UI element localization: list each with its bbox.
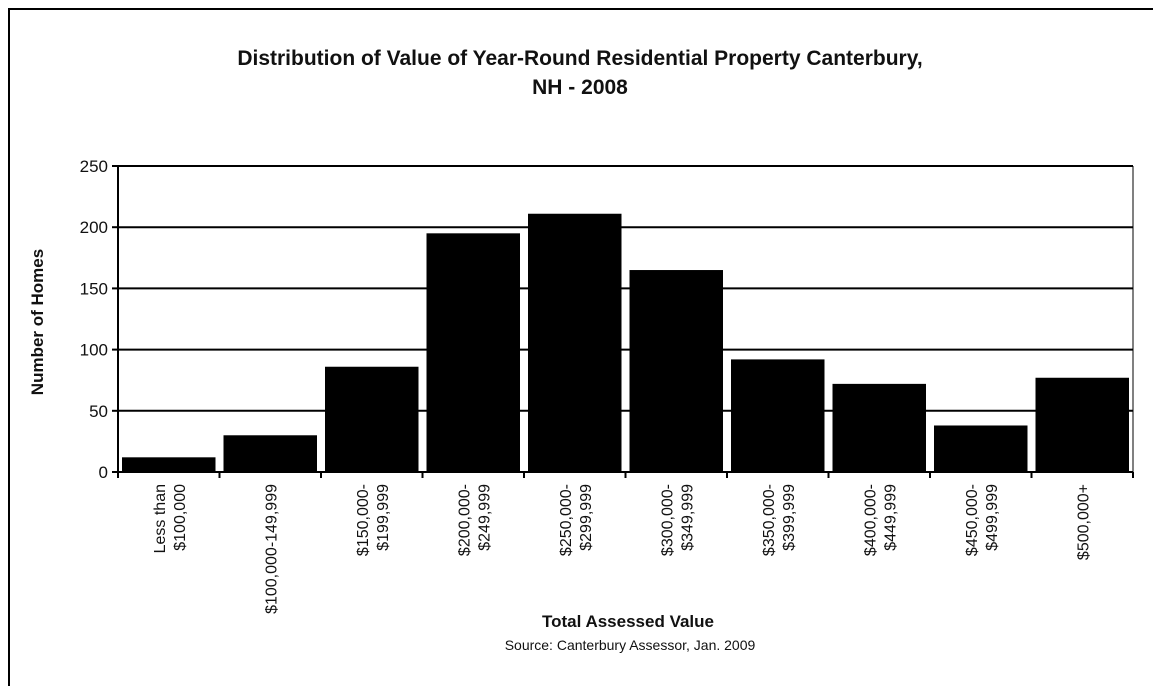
y-axis-label: Number of Homes	[28, 249, 47, 395]
x-tick-label: $250,000- $299,999	[558, 484, 595, 556]
bar	[325, 366, 419, 472]
x-tick-label-line: $250,000-	[558, 484, 575, 556]
x-tick-label-line: $199,999	[375, 484, 392, 551]
chart-frame	[8, 8, 1153, 686]
x-tick-label: $500,000+	[1075, 484, 1092, 560]
x-tick-label-line: Less than	[152, 484, 169, 553]
y-tick-label: 50	[89, 402, 108, 421]
x-tick-labels: Less than $100,000 $100,000-149,999 $150,00…	[152, 484, 1093, 614]
x-tick-label: $450,000- $499,999	[964, 484, 1001, 556]
bar	[426, 233, 520, 472]
y-tick-label: 150	[80, 279, 108, 298]
x-axis-label: Total Assessed Value	[542, 612, 714, 631]
chart-title: Distribution of Value of Year-Round Resi…	[60, 44, 1100, 102]
x-tick-label-line: $399,999	[781, 484, 798, 551]
bar	[1035, 377, 1129, 472]
x-tick-label-line: $299,999	[578, 484, 595, 551]
x-tick-label-line: $500,000+	[1075, 484, 1092, 560]
x-tick-label-line: $200,000-	[456, 484, 473, 556]
x-tick-label-line: $100,000	[172, 484, 189, 551]
x-tick-label-line: $349,999	[679, 484, 696, 551]
axes	[112, 165, 1134, 478]
chart-title-line-1: Distribution of Value of Year-Round Resi…	[237, 47, 923, 70]
bar	[934, 425, 1028, 472]
bar	[731, 359, 825, 472]
x-tick-label-line: $100,000-149,999	[263, 484, 280, 614]
source-note: Source: Canterbury Assessor, Jan. 2009	[504, 637, 756, 653]
x-tick-label-line: $499,999	[984, 484, 1001, 551]
bar	[832, 383, 926, 472]
y-tick-label: 100	[80, 341, 108, 360]
x-tick-label: Less than $100,000	[152, 484, 189, 553]
x-tick-label: $350,000- $399,999	[761, 484, 798, 556]
bars	[122, 213, 1129, 472]
x-tick-label: $400,000- $449,999	[862, 484, 899, 556]
gridlines	[118, 165, 1133, 412]
x-tick-label: $150,000- $199,999	[355, 484, 392, 556]
x-tick-label-line: $400,000-	[862, 484, 879, 556]
x-tick-label: $300,000- $349,999	[659, 484, 696, 556]
x-tick-label: $200,000- $249,999	[456, 484, 493, 556]
chart-title-line-2: NH - 2008	[532, 76, 628, 99]
y-tick-label: 200	[80, 218, 108, 237]
y-tick-label: 250	[80, 157, 108, 176]
x-tick-label-line: $300,000-	[659, 484, 676, 556]
y-tick-labels: 0 50 100 150 200 250	[80, 157, 108, 482]
x-tick-label-line: $350,000-	[761, 484, 778, 556]
bar	[122, 457, 216, 472]
x-tick-label-line: $249,999	[476, 484, 493, 551]
x-tick-label-line: $449,999	[882, 484, 899, 551]
bar	[528, 213, 622, 472]
bar	[629, 270, 723, 472]
y-tick-label: 0	[99, 463, 108, 482]
bar	[223, 435, 317, 472]
x-tick-label-line: $450,000-	[964, 484, 981, 556]
x-tick-label-line: $150,000-	[355, 484, 372, 556]
x-tick-label: $100,000-149,999	[263, 484, 280, 614]
